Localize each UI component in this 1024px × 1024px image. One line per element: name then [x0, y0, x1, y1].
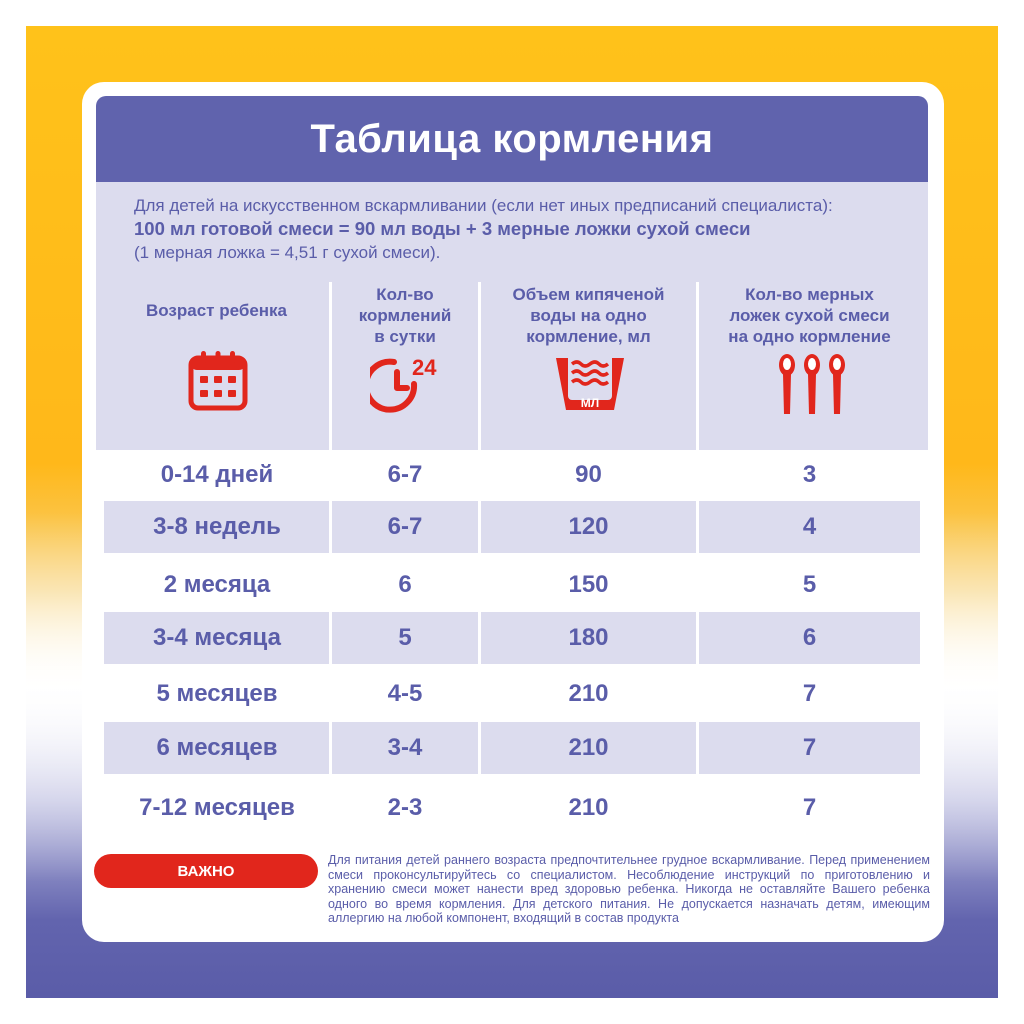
disclaimer-text: Для питания детей раннего возраста предп…: [328, 853, 930, 926]
cell-volume: 120: [568, 513, 609, 540]
column-header-line: Возраст ребенка: [145, 301, 288, 320]
clock-24-icon: 24: [370, 355, 437, 413]
column-header-line: в сутки: [374, 327, 436, 346]
cell-spoons: 5: [802, 571, 817, 598]
cell-age: 2 месяца: [163, 571, 271, 598]
table-row: 6 месяцев 3-4 210 7: [104, 722, 920, 774]
cell-spoons: 6: [802, 624, 817, 651]
column-header-spoons: Кол-во мерных ложек сухой смеси на одно …: [699, 284, 920, 347]
cell-age: 7-12 месяцев: [139, 794, 295, 821]
column-header-line: ложек сухой смеси: [729, 306, 890, 325]
calendar-icon: [188, 351, 248, 411]
cell-feedings: 6: [398, 571, 412, 598]
row-separator: [696, 612, 699, 664]
page-title: Таблица кормления: [310, 116, 714, 161]
row-separator: [329, 501, 332, 553]
cell-volume: 210: [568, 734, 609, 761]
column-header-line: на одно кормление: [728, 327, 891, 346]
cell-feedings: 4-5: [387, 680, 423, 707]
cell-spoons: 3: [802, 461, 817, 488]
row-separator: [696, 722, 699, 774]
cell-spoons: 7: [802, 794, 817, 821]
cell-volume: 210: [568, 794, 609, 821]
cell-spoons: 7: [802, 680, 817, 707]
column-header-line: воды на одно: [530, 306, 647, 325]
cell-feedings: 3-4: [387, 734, 423, 761]
cell-feedings: 6-7: [387, 461, 423, 488]
column-header-volume: Объем кипяченой воды на одно кормление, …: [481, 284, 696, 347]
row-separator: [329, 722, 332, 774]
row-separator: [478, 612, 481, 664]
cell-spoons: 7: [802, 734, 817, 761]
column-header-line: Объем кипяченой: [512, 285, 665, 304]
intro-text: Для детей на искусственном вскармливании…: [134, 194, 924, 264]
column-header-line: кормление, мл: [526, 327, 651, 346]
row-separator: [329, 612, 332, 664]
row-separator: [696, 501, 699, 553]
intro-line-3: (1 мерная ложка = 4,51 г сухой смеси).: [134, 243, 441, 262]
cell-age: 3-4 месяца: [153, 624, 281, 651]
water-bowl-icon: МЛ: [556, 358, 624, 410]
header-separator: [329, 282, 332, 450]
cell-spoons: 4: [802, 513, 817, 540]
cell-feedings: 2-3: [387, 794, 423, 821]
row-separator: [478, 722, 481, 774]
cell-feedings: 5: [398, 624, 412, 651]
cell-volume: 210: [568, 680, 609, 707]
table-row: 7-12 месяцев 2-3 210 7: [104, 782, 920, 834]
column-header-age: Возраст ребенка: [104, 300, 329, 321]
column-header-line: Кол-во: [376, 285, 434, 304]
table-row: 3-8 недель 6-7 120 4: [104, 501, 920, 553]
cell-volume: 90: [575, 461, 602, 488]
row-separator: [478, 501, 481, 553]
table-row: 0-14 дней 6-7 90 3: [104, 449, 920, 501]
table-row: 3-4 месяца 5 180 6: [104, 612, 920, 664]
clock-24-label: 24: [412, 355, 437, 380]
cell-volume: 180: [568, 624, 609, 651]
column-header-feedings: Кол-во кормлений в сутки: [332, 284, 478, 347]
cell-age: 3-8 недель: [153, 513, 281, 540]
column-header-line: кормлений: [358, 306, 452, 325]
header-separator: [696, 282, 699, 450]
cell-volume: 150: [568, 571, 609, 598]
table-row: 2 месяца 6 150 5: [104, 559, 920, 611]
table-row: 5 месяцев 4-5 210 7: [104, 668, 920, 720]
cell-age: 0-14 дней: [160, 461, 274, 488]
important-badge: ВАЖНО: [94, 854, 318, 888]
spoons-icon: [779, 354, 845, 414]
cell-age: 5 месяцев: [156, 680, 278, 707]
title-bar: Таблица кормления: [96, 96, 928, 182]
cell-feedings: 6-7: [387, 513, 423, 540]
intro-line-2: 100 мл готовой смеси = 90 мл воды + 3 ме…: [134, 218, 751, 239]
header-separator: [478, 282, 481, 450]
column-header-line: Кол-во мерных: [745, 285, 874, 304]
cell-age: 6 месяцев: [156, 734, 278, 761]
bowl-label: МЛ: [581, 396, 599, 410]
intro-line-1: Для детей на искусственном вскармливании…: [134, 196, 833, 215]
